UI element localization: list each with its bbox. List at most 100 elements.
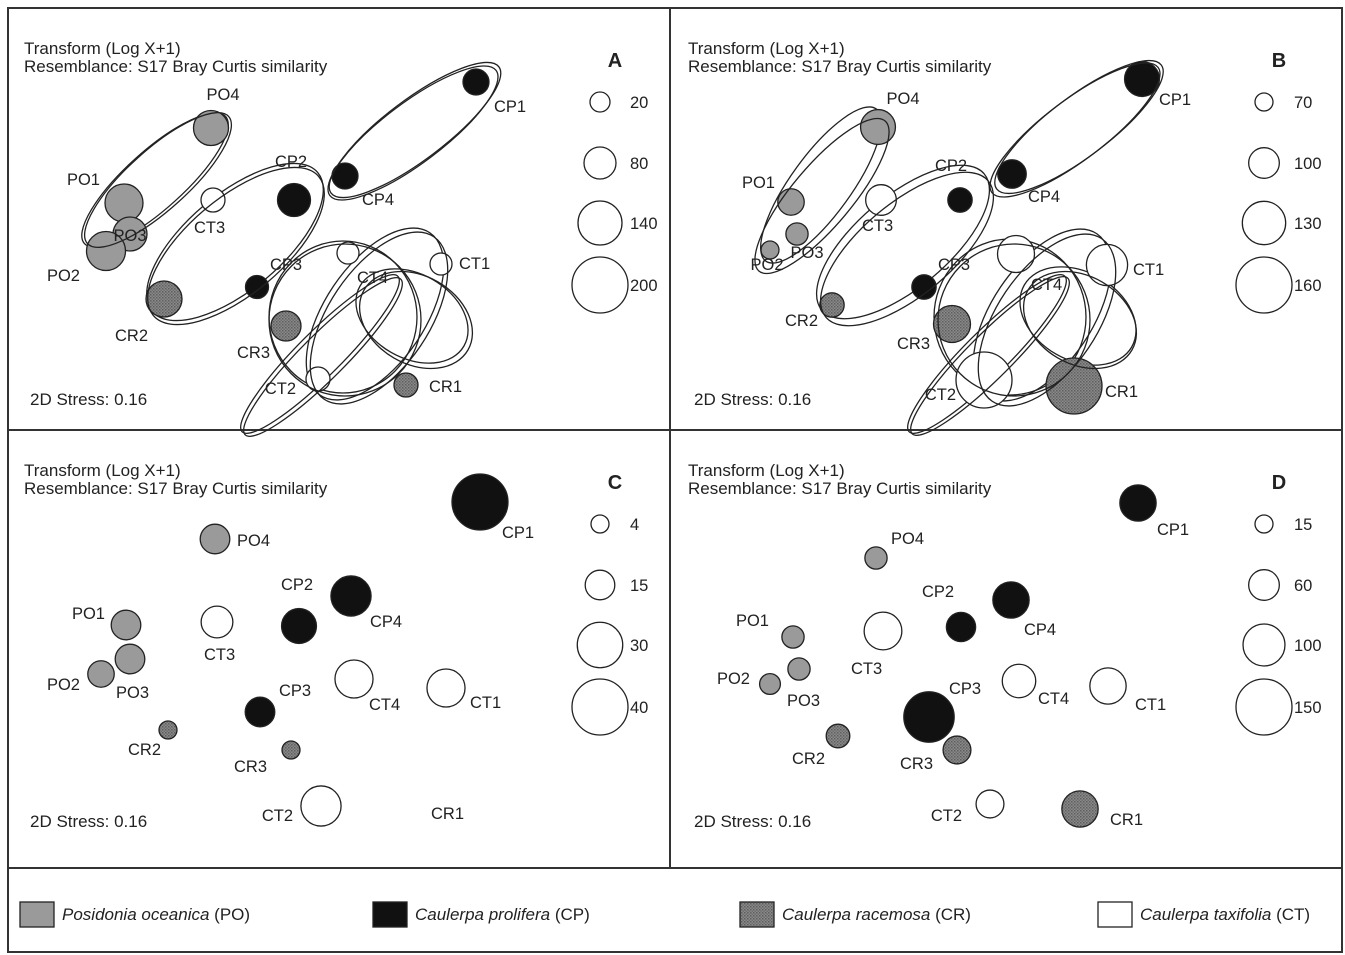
- bubble-cp4: [992, 581, 1030, 619]
- bubble-cp1: [462, 68, 490, 96]
- bubble-cp1: [1119, 484, 1157, 522]
- cluster-envelope: [328, 61, 502, 199]
- bubble-po3: [785, 222, 809, 246]
- scale-bubble: [1241, 200, 1287, 246]
- stress-label: 2D Stress: 0.16: [30, 812, 147, 831]
- bubble-po4: [199, 523, 231, 555]
- scale-value: 60: [1294, 577, 1312, 595]
- label-cp1: CP1: [502, 524, 534, 542]
- bubble-cr3: [942, 735, 972, 765]
- scale-bubble: [1242, 623, 1286, 667]
- resemblance-label: Resemblance: S17 Bray Curtis similarity: [24, 479, 328, 498]
- bubble-po3: [787, 657, 811, 681]
- bubble-cp3: [244, 274, 270, 300]
- label-po2: PO2: [47, 267, 80, 285]
- label-po1: PO1: [72, 605, 105, 623]
- bubble-ct1: [426, 668, 466, 708]
- scale-value: 15: [630, 577, 648, 595]
- stress-label: 2D Stress: 0.16: [694, 812, 811, 831]
- bubble-cr2: [825, 723, 851, 749]
- scale-bubble: [576, 621, 624, 669]
- bubble-size-key: 20 80 140 200: [571, 91, 658, 314]
- label-po4: PO4: [237, 532, 270, 550]
- bubble-size-key: 4 15 30 40: [571, 514, 648, 736]
- bubble-po1: [781, 625, 805, 649]
- scale-value: 70: [1294, 94, 1312, 112]
- cluster-envelope: [1022, 270, 1138, 370]
- label-ct3: CT3: [194, 219, 225, 237]
- legend-label-cp: Caulerpa prolifera (CP): [415, 905, 590, 924]
- species-name: Posidonia oceanica: [62, 905, 209, 924]
- bubble-cp2: [945, 611, 977, 643]
- label-cr1: CR1: [1105, 383, 1138, 401]
- label-ct3: CT3: [862, 217, 893, 235]
- label-cr2: CR2: [785, 312, 818, 330]
- cluster-envelope: [268, 243, 422, 397]
- label-cp3: CP3: [938, 256, 970, 274]
- cluster-envelopes: [83, 61, 502, 437]
- cluster-envelopes: [754, 62, 1161, 436]
- label-cp1: CP1: [1159, 91, 1191, 109]
- panel-letter: B: [1272, 50, 1286, 72]
- transform-label: Transform (Log X+1): [688, 461, 845, 480]
- resemblance-label: Resemblance: S17 Bray Curtis similarity: [688, 479, 992, 498]
- panel-b: Transform (Log X+1)Resemblance: S17 Bray…: [688, 39, 1322, 434]
- bubble-po1: [777, 188, 805, 216]
- bubble-po4: [864, 546, 888, 570]
- label-cp4: CP4: [362, 191, 394, 209]
- bubble-ct1: [1089, 667, 1127, 705]
- label-cr1: CR1: [429, 378, 462, 396]
- point-labels: PO4PO1PO3PO2CP1CP4CP2CP3CT3CT4CT1CT2CR2C…: [47, 86, 526, 398]
- bubble-po1: [104, 183, 144, 223]
- scale-value: 200: [630, 277, 658, 295]
- label-cr3: CR3: [237, 344, 270, 362]
- label-cp2: CP2: [275, 153, 307, 171]
- cluster-envelope: [937, 243, 1091, 397]
- bubble-cp2: [947, 187, 973, 213]
- cluster-envelope: [83, 111, 233, 249]
- label-cp2: CP2: [281, 576, 313, 594]
- bubble-cp3: [244, 696, 276, 728]
- cluster-envelope: [147, 166, 325, 326]
- label-cr3: CR3: [897, 335, 930, 353]
- cluster-envelope: [327, 65, 499, 201]
- bubble-po2: [85, 230, 127, 272]
- legend-swatch-ct: [1097, 901, 1133, 928]
- species-name: Caulerpa prolifera: [415, 905, 550, 924]
- label-cp2: CP2: [935, 157, 967, 175]
- scale-bubble: [584, 569, 616, 601]
- label-cr2: CR2: [115, 327, 148, 345]
- label-cp1: CP1: [1157, 521, 1189, 539]
- bubble-cr1: [1045, 357, 1103, 415]
- panel-letter: D: [1272, 472, 1286, 494]
- scale-bubble: [1254, 92, 1274, 112]
- scale-value: 80: [630, 155, 648, 173]
- point-labels: PO4PO1PO3PO2CP1CP4CP2CP3CT3CT4CT1CT2CR2C…: [742, 90, 1191, 404]
- label-po2: PO2: [717, 670, 750, 688]
- panel-letter: A: [608, 50, 622, 72]
- label-cp3: CP3: [279, 682, 311, 700]
- scale-bubble: [583, 146, 617, 180]
- label-ct2: CT2: [265, 380, 296, 398]
- label-po1: PO1: [67, 171, 100, 189]
- cluster-envelope: [977, 233, 1117, 407]
- label-cp1: CP1: [494, 98, 526, 116]
- scale-bubble: [1248, 147, 1280, 179]
- bubble-cp2: [280, 607, 318, 645]
- transform-label: Transform (Log X+1): [24, 461, 181, 480]
- resemblance-label: Resemblance: S17 Bray Curtis similarity: [24, 57, 328, 76]
- cluster-envelope: [910, 276, 1070, 436]
- bubble-cp3: [903, 691, 955, 743]
- bubble-po4: [192, 109, 230, 147]
- label-cr3: CR3: [900, 755, 933, 773]
- label-ct2: CT2: [262, 807, 293, 825]
- cluster-envelope: [81, 112, 229, 248]
- scale-value: 160: [1294, 277, 1322, 295]
- species-abbr: (CP): [550, 905, 590, 924]
- legend-swatch-po: [19, 901, 55, 928]
- bubble-po4: [859, 108, 897, 146]
- bubble-cr1: [1061, 790, 1099, 828]
- bubble-ct4: [334, 659, 374, 699]
- bubble-ct2: [300, 785, 342, 827]
- stress-label: 2D Stress: 0.16: [694, 390, 811, 409]
